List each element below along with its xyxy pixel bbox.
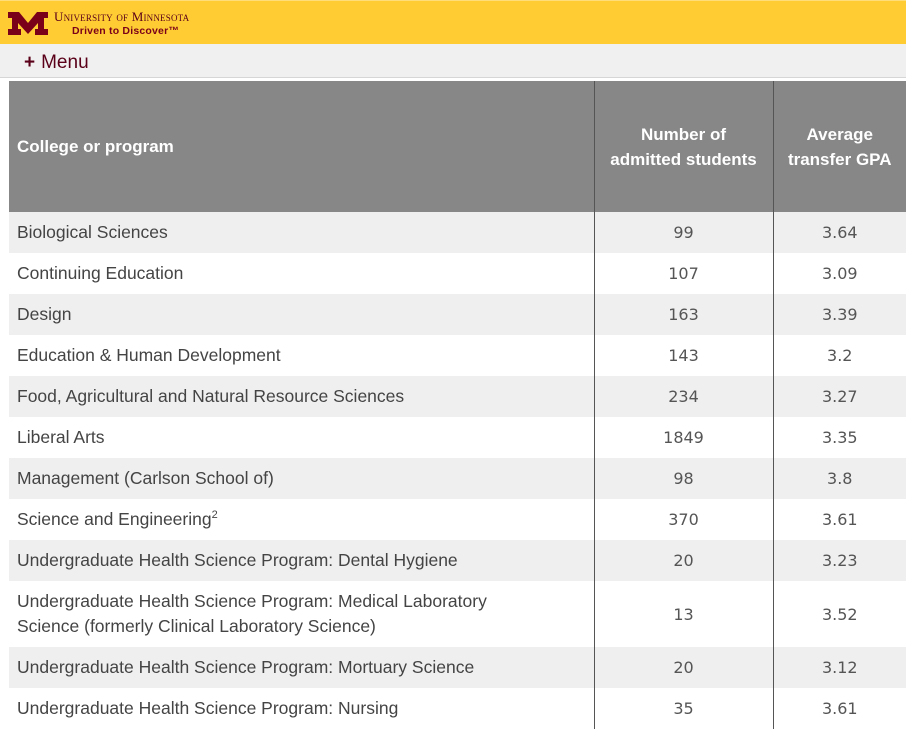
gpa-cell: 3.64 <box>773 212 906 253</box>
gpa-cell: 3.2 <box>773 335 906 376</box>
admitted-cell: 98 <box>593 458 774 499</box>
column-header-admitted: Number of admitted students <box>593 81 774 212</box>
table-row: Undergraduate Health Science Program: Nu… <box>9 688 906 729</box>
program-name-line1: Undergraduate Health Science Program: Me… <box>17 591 487 611</box>
admitted-cell: 370 <box>593 499 774 540</box>
gpa-cell: 3.39 <box>773 294 906 335</box>
table-row: Liberal Arts 1849 3.35 <box>9 417 906 458</box>
table-row: Science and Engineering2 370 3.61 <box>9 499 906 540</box>
program-cell: Design <box>9 294 594 335</box>
gpa-cell: 3.12 <box>773 647 906 688</box>
program-cell: Education & Human Development <box>9 335 594 376</box>
program-cell: Undergraduate Health Science Program: Nu… <box>9 688 594 729</box>
admitted-cell: 13 <box>593 581 774 647</box>
gpa-cell: 3.27 <box>773 376 906 417</box>
admitted-cell: 163 <box>593 294 774 335</box>
admitted-cell: 99 <box>593 212 774 253</box>
column-header-gpa: Average transfer GPA <box>773 81 906 212</box>
gpa-cell: 3.52 <box>773 581 906 647</box>
program-cell: Undergraduate Health Science Program: De… <box>9 540 594 581</box>
admitted-cell: 20 <box>593 647 774 688</box>
university-name: University of Minnesota <box>54 9 190 24</box>
program-name: Science and Engineering <box>17 509 212 529</box>
table-row: Management (Carlson School of) 98 3.8 <box>9 458 906 499</box>
program-cell: Food, Agricultural and Natural Resource … <box>9 376 594 417</box>
admitted-cell: 107 <box>593 253 774 294</box>
program-cell: Management (Carlson School of) <box>9 458 594 499</box>
gpa-cell: 3.35 <box>773 417 906 458</box>
gpa-header-line1: Average <box>806 124 873 144</box>
table-row: Undergraduate Health Science Program: Me… <box>9 581 906 647</box>
table-row: Undergraduate Health Science Program: Mo… <box>9 647 906 688</box>
gpa-header-line2: transfer GPA <box>787 149 892 169</box>
table-row: Undergraduate Health Science Program: De… <box>9 540 906 581</box>
table-row: Education & Human Development 143 3.2 <box>9 335 906 376</box>
admitted-header-line2: admitted students <box>610 149 757 169</box>
gpa-cell: 3.8 <box>773 458 906 499</box>
menu-bar: + Menu <box>0 44 906 78</box>
program-cell: Continuing Education <box>9 253 594 294</box>
table-row: Design 163 3.39 <box>9 294 906 335</box>
admitted-cell: 234 <box>593 376 774 417</box>
university-tagline: Driven to Discover™ <box>72 25 180 37</box>
top-banner: University of Minnesota Driven to Discov… <box>0 0 906 44</box>
admitted-cell: 143 <box>593 335 774 376</box>
table-row: Continuing Education 107 3.09 <box>9 253 906 294</box>
column-header-program: College or program <box>9 81 594 212</box>
program-name-line2: Science (formerly Clinical Laboratory Sc… <box>17 616 376 636</box>
table-header-row: College or program Number of admitted st… <box>9 81 906 212</box>
program-cell: Undergraduate Health Science Program: Me… <box>9 581 594 647</box>
plus-icon: + <box>24 52 36 73</box>
gpa-cell: 3.61 <box>773 499 906 540</box>
gpa-cell: 3.23 <box>773 540 906 581</box>
program-cell: Biological Sciences <box>9 212 594 253</box>
menu-label: Menu <box>41 52 89 73</box>
admitted-header-line1: Number of <box>641 124 726 144</box>
menu-button[interactable]: + Menu <box>24 52 89 74</box>
admitted-cell: 35 <box>593 688 774 729</box>
university-wordmark[interactable]: University of Minnesota Driven to Discov… <box>54 10 189 37</box>
admitted-cell: 1849 <box>593 417 774 458</box>
gpa-cell: 3.09 <box>773 253 906 294</box>
admitted-cell: 20 <box>593 540 774 581</box>
program-cell: Liberal Arts <box>9 417 594 458</box>
admissions-table-container: College or program Number of admitted st… <box>9 81 906 729</box>
program-cell: Science and Engineering2 <box>9 499 594 540</box>
admissions-table: College or program Number of admitted st… <box>9 81 906 729</box>
table-row: Biological Sciences 99 3.64 <box>9 212 906 253</box>
university-m-logo-icon[interactable] <box>8 10 48 36</box>
table-row: Food, Agricultural and Natural Resource … <box>9 376 906 417</box>
program-cell: Undergraduate Health Science Program: Mo… <box>9 647 594 688</box>
footnote-link[interactable]: 2 <box>211 509 218 522</box>
gpa-cell: 3.61 <box>773 688 906 729</box>
